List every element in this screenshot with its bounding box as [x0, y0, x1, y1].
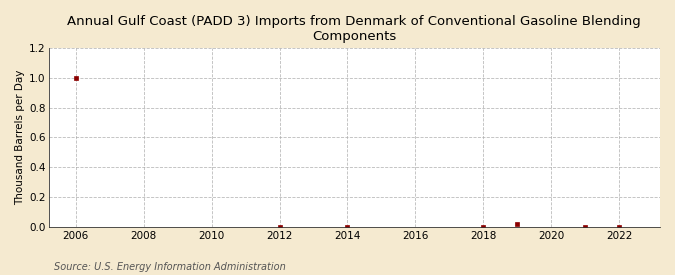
Y-axis label: Thousand Barrels per Day: Thousand Barrels per Day	[15, 70, 25, 205]
Title: Annual Gulf Coast (PADD 3) Imports from Denmark of Conventional Gasoline Blendin: Annual Gulf Coast (PADD 3) Imports from …	[68, 15, 641, 43]
Text: Source: U.S. Energy Information Administration: Source: U.S. Energy Information Administ…	[54, 262, 286, 272]
